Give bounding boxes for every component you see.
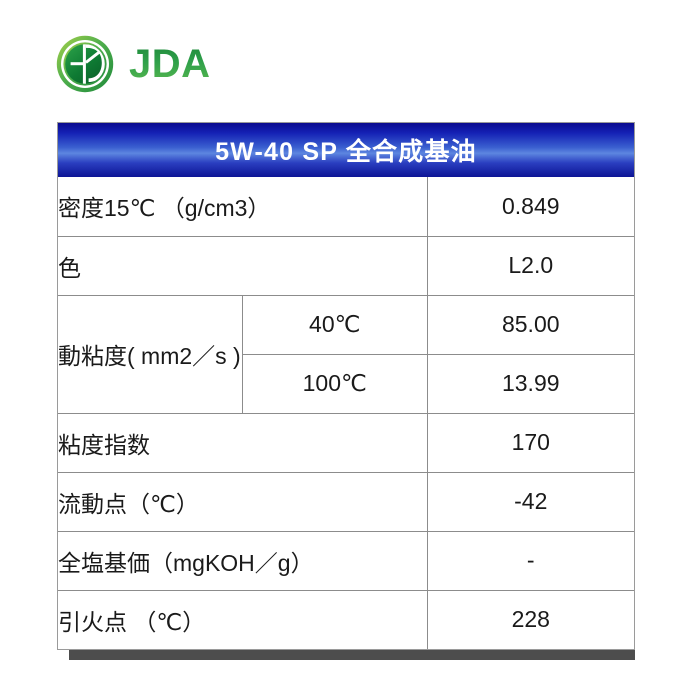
row-value: - bbox=[426, 530, 634, 591]
row-value: -42 bbox=[426, 471, 634, 532]
row-value: L2.0 bbox=[426, 235, 634, 296]
row-value: 228 bbox=[426, 589, 634, 649]
jda-circular-logo-icon bbox=[56, 35, 114, 93]
row-label: 引火点 （℃） bbox=[58, 589, 428, 649]
table-row: 粘度指数 170 bbox=[58, 412, 634, 473]
table-row: 全塩基価（mgKOH／g） - bbox=[58, 530, 634, 591]
row-label: 粘度指数 bbox=[58, 412, 428, 473]
table-row: 100℃ 13.99 bbox=[58, 353, 634, 414]
row-value: 0.849 bbox=[426, 177, 634, 237]
row-value: 13.99 bbox=[426, 353, 634, 414]
table-row: 密度15℃ （g/cm3） 0.849 bbox=[58, 177, 634, 237]
row-sublabel: 40℃ bbox=[242, 294, 428, 355]
table-row: 引火点 （℃） 228 bbox=[58, 589, 634, 649]
row-label-viscosity: 動粘度( mm2／s ) bbox=[58, 294, 243, 414]
brand-logo-block: JDA bbox=[55, 34, 211, 94]
spec-table: 密度15℃ （g/cm3） 0.849 色 L2.0 動粘度( mm2／s ) … bbox=[58, 177, 634, 649]
spec-table-card: 5W-40 SP 全合成基油 密度15℃ （g/cm3） 0.849 色 L2.… bbox=[57, 122, 635, 650]
row-label: 密度15℃ （g/cm3） bbox=[58, 177, 428, 237]
row-label: 全塩基価（mgKOH／g） bbox=[58, 530, 428, 591]
row-label: 色 bbox=[58, 235, 428, 296]
table-row: 色 L2.0 bbox=[58, 235, 634, 296]
spec-table-header: 5W-40 SP 全合成基油 bbox=[58, 123, 634, 177]
table-row: 流動点（℃） -42 bbox=[58, 471, 634, 532]
brand-name-text: JDA bbox=[129, 42, 211, 86]
row-sublabel: 100℃ bbox=[242, 353, 428, 414]
row-value: 170 bbox=[426, 412, 634, 473]
table-row: 動粘度( mm2／s ) 40℃ 85.00 bbox=[58, 294, 634, 414]
spec-table-header-title: 5W-40 SP 全合成基油 bbox=[215, 138, 477, 166]
row-value: 85.00 bbox=[426, 294, 634, 355]
row-label: 流動点（℃） bbox=[58, 471, 428, 532]
